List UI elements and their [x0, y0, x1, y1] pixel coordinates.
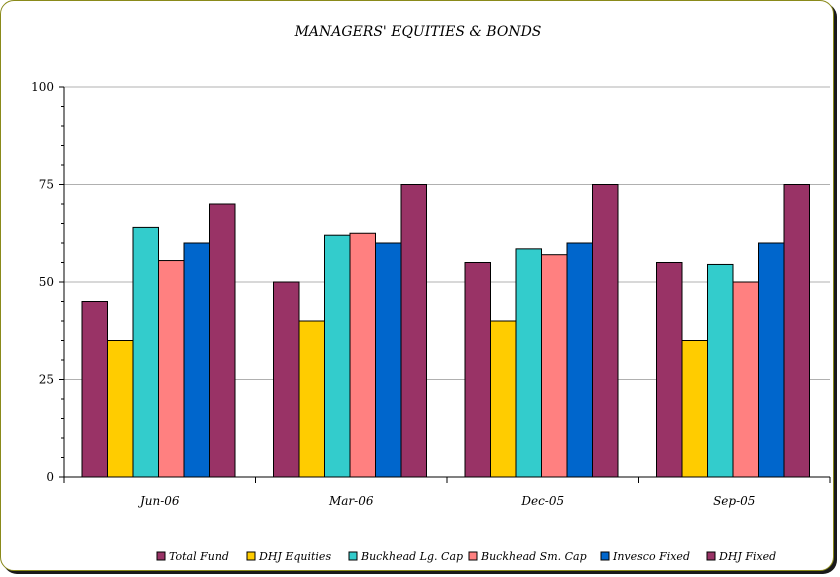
legend-label: DHJ Fixed [718, 550, 776, 563]
bar [656, 262, 683, 478]
bar [566, 242, 593, 478]
bar [158, 260, 185, 478]
bar [707, 263, 734, 478]
x-tick-label: Jun-06 [137, 494, 180, 508]
bar [209, 203, 236, 478]
y-tick-label: 75 [39, 178, 54, 192]
bar [464, 262, 491, 478]
legend-swatch [156, 551, 166, 561]
bar [515, 248, 542, 478]
bar [681, 340, 708, 478]
bar [349, 232, 376, 478]
bar [132, 226, 159, 478]
bars [81, 184, 810, 478]
x-tick-label: Sep-05 [713, 494, 755, 508]
legend: Total Fund DHJ Equities Buckhead Lg. Cap Bu… [156, 550, 776, 563]
bar [783, 184, 810, 478]
y-tick-label: 50 [39, 275, 54, 289]
bar [541, 254, 568, 478]
legend-swatch [348, 551, 358, 561]
legend-swatch [706, 551, 716, 561]
legend-swatch [468, 551, 478, 561]
y-tick-label: 0 [46, 470, 54, 484]
bar [400, 184, 427, 478]
bar [592, 184, 619, 478]
bar [324, 234, 351, 478]
legend-label: Invesco Fixed [612, 550, 690, 563]
y-tick-label: 100 [31, 80, 54, 94]
chart-title: MANAGERS' EQUITIES & BONDS [294, 24, 542, 40]
legend-label: DHJ Equities [258, 550, 331, 563]
legend-label: Buckhead Lg. Cap [360, 550, 463, 563]
bar [732, 281, 759, 478]
legend-swatch [600, 551, 610, 561]
y-tick-label: 25 [39, 373, 54, 387]
legend-label: Total Fund [169, 550, 229, 563]
bar [183, 242, 210, 478]
bar [758, 242, 785, 478]
bar [375, 242, 402, 478]
legend-label: Buckhead Sm. Cap [480, 550, 587, 563]
x-axis-ticks: Jun-06 Mar-06 Dec-05 Sep-05 [63, 477, 831, 508]
bar [81, 301, 108, 478]
bar [298, 320, 325, 478]
bar [107, 340, 134, 478]
bar [490, 320, 517, 478]
legend-swatch [246, 551, 256, 561]
y-axis-ticks: 0 25 50 75 100 [31, 80, 64, 484]
bar [273, 281, 300, 478]
x-tick-label: Mar-06 [328, 494, 374, 508]
x-tick-label: Dec-05 [520, 494, 564, 508]
